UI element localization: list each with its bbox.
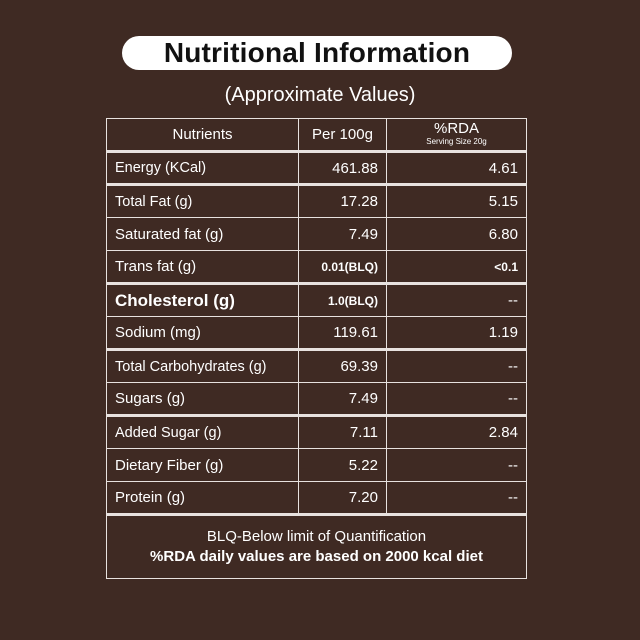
row-rda: 1.19 — [386, 316, 527, 350]
table-row-total-carbohydrates: Total Carbohydrates (g) 69.39 -- — [106, 348, 527, 383]
page-title: Nutritional Information — [163, 37, 471, 68]
row-per100g: 7.11 — [298, 414, 387, 449]
row-name: Trans fat (g) — [106, 250, 299, 284]
subtitle: (Approximate Values) — [224, 84, 416, 106]
row-rda: -- — [386, 348, 527, 383]
row-name: Sodium (mg) — [106, 316, 299, 350]
row-name: Dietary Fiber (g) — [106, 448, 299, 482]
row-name: Saturated fat (g) — [106, 217, 299, 251]
footer-note: BLQ-Below limit of Quantification %RDA d… — [106, 513, 527, 579]
table-footer-row: BLQ-Below limit of Quantification %RDA d… — [106, 513, 527, 579]
table-row-energy: Energy (KCal) 461.88 4.61 — [106, 150, 527, 185]
table-row-sodium: Sodium (mg) 119.61 1.19 — [106, 316, 527, 350]
row-rda: 4.61 — [386, 150, 527, 185]
header-nutrients: Nutrients — [106, 118, 299, 152]
row-per100g: 17.28 — [298, 183, 387, 218]
row-per100g: 119.61 — [298, 316, 387, 350]
row-name: Protein (g) — [106, 481, 299, 515]
row-name: Cholesterol (g) — [106, 282, 299, 317]
row-rda: <0.1 — [386, 250, 527, 284]
row-name: Energy (KCal) — [106, 150, 299, 185]
row-rda: -- — [386, 481, 527, 515]
row-rda: 2.84 — [386, 414, 527, 449]
table-header-row: Nutrients Per 100g %RDA Serving Size 20g — [106, 118, 527, 152]
table-row-protein: Protein (g) 7.20 -- — [106, 481, 527, 515]
table-row-added-sugar: Added Sugar (g) 7.11 2.84 — [106, 414, 527, 449]
nutrition-table: Nutrients Per 100g %RDA Serving Size 20g… — [106, 118, 527, 579]
table-row-trans-fat: Trans fat (g) 0.01(BLQ) <0.1 — [106, 250, 527, 284]
row-rda: -- — [386, 382, 527, 416]
row-name: Added Sugar (g) — [106, 414, 299, 449]
row-per100g: 1.0(BLQ) — [298, 282, 387, 317]
row-per100g: 7.49 — [298, 217, 387, 251]
row-per100g: 0.01(BLQ) — [298, 250, 387, 284]
row-per100g: 7.49 — [298, 382, 387, 416]
row-per100g: 5.22 — [298, 448, 387, 482]
header-per100g: Per 100g — [298, 118, 387, 152]
row-rda: -- — [386, 282, 527, 317]
row-rda: -- — [386, 448, 527, 482]
title-banner: Nutritional Information — [122, 36, 512, 70]
row-rda: 5.15 — [386, 183, 527, 218]
table-row-sugars: Sugars (g) 7.49 -- — [106, 382, 527, 416]
row-per100g: 69.39 — [298, 348, 387, 383]
table-row-saturated-fat: Saturated fat (g) 7.49 6.80 — [106, 217, 527, 251]
row-rda: 6.80 — [386, 217, 527, 251]
table-row-total-fat: Total Fat (g) 17.28 5.15 — [106, 183, 527, 218]
header-rda: %RDA Serving Size 20g — [386, 118, 527, 152]
row-per100g: 461.88 — [298, 150, 387, 185]
row-per100g: 7.20 — [298, 481, 387, 515]
row-name: Sugars (g) — [106, 382, 299, 416]
header-serving-size: Serving Size 20g — [426, 136, 487, 146]
row-name: Total Fat (g) — [106, 183, 299, 218]
header-rda-label: %RDA — [433, 119, 479, 137]
footer-rda-note: %RDA daily values are based on 2000 kcal… — [150, 548, 483, 565]
row-name: Total Carbohydrates (g) — [106, 348, 299, 383]
footer-blq-note: BLQ-Below limit of Quantification — [206, 528, 427, 545]
table-row-dietary-fiber: Dietary Fiber (g) 5.22 -- — [106, 448, 527, 482]
table-row-cholesterol: Cholesterol (g) 1.0(BLQ) -- — [106, 282, 527, 317]
